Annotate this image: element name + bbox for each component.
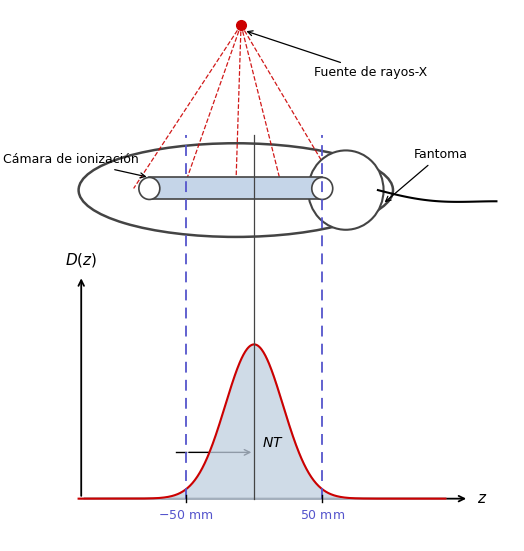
- Text: Cámara de ionización: Cámara de ionización: [3, 153, 145, 178]
- Ellipse shape: [308, 150, 384, 230]
- Ellipse shape: [139, 177, 160, 199]
- Text: $z$: $z$: [477, 491, 487, 506]
- Text: Fuente de rayos-X: Fuente de rayos-X: [248, 31, 428, 79]
- Ellipse shape: [79, 143, 393, 237]
- Text: $D(z)$: $D(z)$: [65, 251, 97, 269]
- Text: $50$ mm: $50$ mm: [300, 509, 345, 522]
- Text: $NT$: $NT$: [262, 436, 284, 450]
- Text: $-50$ mm: $-50$ mm: [158, 509, 214, 522]
- FancyBboxPatch shape: [149, 177, 322, 199]
- Text: Fantoma: Fantoma: [386, 148, 468, 202]
- Ellipse shape: [312, 177, 333, 199]
